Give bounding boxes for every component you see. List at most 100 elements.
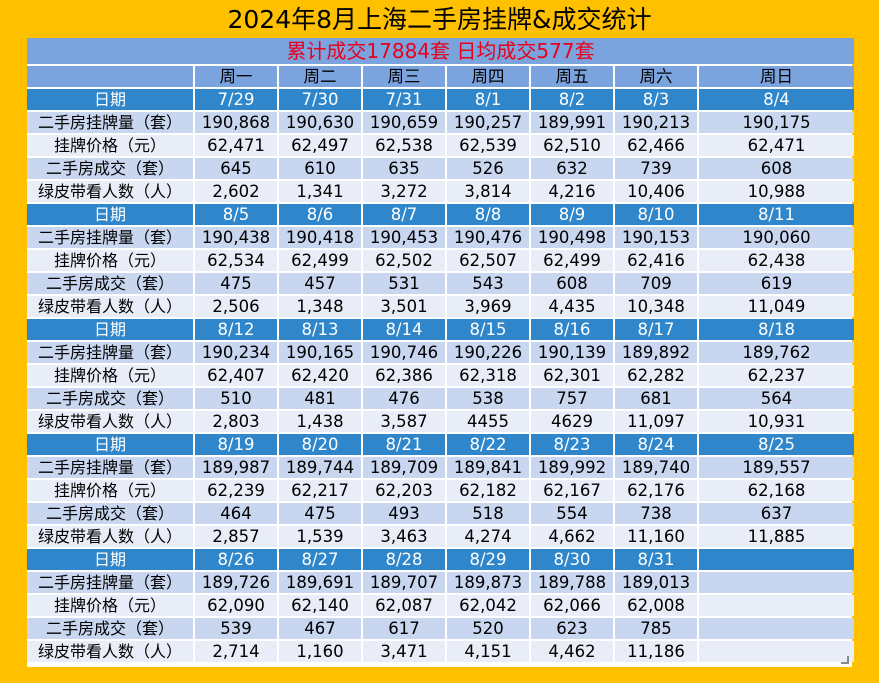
value-cell: 62,538	[363, 135, 445, 156]
weekday-header-row: 周一 周二 周三 周四 周五 周六 周日	[27, 66, 855, 87]
value-cell: 190,175	[699, 112, 855, 133]
date-cell: 8/6	[279, 204, 361, 225]
value-cell	[699, 618, 855, 639]
value-cell: 62,407	[195, 365, 277, 386]
value-cell: 11,097	[615, 411, 697, 432]
value-cell: 62,416	[615, 250, 697, 271]
value-cell: 62,539	[447, 135, 529, 156]
row-label: 绿皮带看人数（人）	[27, 296, 193, 317]
value-cell: 623	[531, 618, 613, 639]
row-label: 绿皮带看人数（人）	[27, 526, 193, 547]
value-cell: 493	[363, 503, 445, 524]
value-cell: 62,168	[699, 480, 855, 501]
row-label: 日期	[27, 89, 193, 110]
value-cell: 62,239	[195, 480, 277, 501]
date-cell: 8/9	[531, 204, 613, 225]
value-cell: 62,182	[447, 480, 529, 501]
value-cell: 62,237	[699, 365, 855, 386]
weekday-header: 周四	[447, 66, 529, 87]
value-cell: 608	[531, 273, 613, 294]
date-row: 日期 8/5 8/6 8/7 8/8 8/9 8/10 8/11	[27, 204, 855, 225]
value-cell: 62,167	[531, 480, 613, 501]
date-cell: 8/5	[195, 204, 277, 225]
value-cell: 190,153	[615, 227, 697, 248]
value-cell: 189,841	[447, 457, 529, 478]
value-cell: 189,762	[699, 342, 855, 363]
value-cell: 189,987	[195, 457, 277, 478]
value-cell: 4,662	[531, 526, 613, 547]
value-cell: 2,714	[195, 641, 277, 662]
value-cell: 62,499	[531, 250, 613, 271]
value-cell: 189,013	[615, 572, 697, 593]
listings-row: 二手房挂牌量（套） 190,868 190,630 190,659 190,257 189…	[27, 112, 855, 133]
value-cell: 190,234	[195, 342, 277, 363]
value-cell: 475	[195, 273, 277, 294]
value-cell: 739	[615, 158, 697, 179]
value-cell: 62,471	[195, 135, 277, 156]
date-cell: 8/4	[699, 89, 855, 110]
row-label: 日期	[27, 549, 193, 570]
row-label: 挂牌价格（元）	[27, 135, 193, 156]
value-cell: 608	[699, 158, 855, 179]
value-cell: 189,873	[447, 572, 529, 593]
page-title: 2024年8月上海二手房挂牌&成交统计	[227, 5, 652, 34]
value-cell: 476	[363, 388, 445, 409]
value-cell: 617	[363, 618, 445, 639]
value-cell: 62,301	[531, 365, 613, 386]
stats-table-sheet: 累计成交17884套 日均成交577套 周一 周二 周三 周四 周五 周六 周日…	[27, 38, 855, 667]
value-cell: 62,386	[363, 365, 445, 386]
row-label: 二手房成交（套）	[27, 158, 193, 179]
row-label: 挂牌价格（元）	[27, 595, 193, 616]
date-cell: 8/17	[615, 319, 697, 340]
value-cell: 190,139	[531, 342, 613, 363]
viewers-row: 绿皮带看人数（人） 2,803 1,438 3,587 4455 4629 11,097 10…	[27, 411, 855, 432]
value-cell: 518	[447, 503, 529, 524]
value-cell: 3,814	[447, 181, 529, 202]
date-cell: 8/1	[447, 89, 529, 110]
row-label: 绿皮带看人数（人）	[27, 181, 193, 202]
value-cell: 3,471	[363, 641, 445, 662]
value-cell: 1,341	[279, 181, 361, 202]
date-cell: 8/23	[531, 434, 613, 455]
value-cell: 62,499	[279, 250, 361, 271]
value-cell: 481	[279, 388, 361, 409]
date-cell: 8/21	[363, 434, 445, 455]
value-cell: 10,348	[615, 296, 697, 317]
resize-handle-icon[interactable]	[841, 656, 849, 664]
value-cell: 62,090	[195, 595, 277, 616]
deals-row: 二手房成交（套） 645 610 635 526 632 739 608	[27, 158, 855, 179]
value-cell: 62,066	[531, 595, 613, 616]
weekday-header: 周一	[195, 66, 277, 87]
date-cell: 8/12	[195, 319, 277, 340]
value-cell: 189,740	[615, 457, 697, 478]
date-cell: 8/8	[447, 204, 529, 225]
value-cell: 190,226	[447, 342, 529, 363]
value-cell: 62,497	[279, 135, 361, 156]
deals-row: 二手房成交（套） 539 467 617 520 623 785	[27, 618, 855, 639]
value-cell: 62,420	[279, 365, 361, 386]
date-cell: 8/15	[447, 319, 529, 340]
row-label: 绿皮带看人数（人）	[27, 641, 193, 662]
value-cell: 189,709	[363, 457, 445, 478]
value-cell: 457	[279, 273, 361, 294]
value-cell: 2,857	[195, 526, 277, 547]
date-row: 日期 7/29 7/30 7/31 8/1 8/2 8/3 8/4	[27, 89, 855, 110]
weekday-header: 周六	[615, 66, 697, 87]
value-cell: 11,049	[699, 296, 855, 317]
value-cell: 709	[615, 273, 697, 294]
value-cell: 4,151	[447, 641, 529, 662]
deals-row: 二手房成交（套） 475 457 531 543 608 709 619	[27, 273, 855, 294]
date-row: 日期 8/19 8/20 8/21 8/22 8/23 8/24 8/25	[27, 434, 855, 455]
value-cell: 190,868	[195, 112, 277, 133]
value-cell: 3,587	[363, 411, 445, 432]
date-cell: 8/18	[699, 319, 855, 340]
value-cell: 10,406	[615, 181, 697, 202]
value-cell: 190,630	[279, 112, 361, 133]
value-cell: 538	[447, 388, 529, 409]
value-cell: 632	[531, 158, 613, 179]
value-cell: 190,659	[363, 112, 445, 133]
value-cell: 62,140	[279, 595, 361, 616]
date-row: 日期 8/12 8/13 8/14 8/15 8/16 8/17 8/18	[27, 319, 855, 340]
weekday-header: 周三	[363, 66, 445, 87]
value-cell: 62,510	[531, 135, 613, 156]
